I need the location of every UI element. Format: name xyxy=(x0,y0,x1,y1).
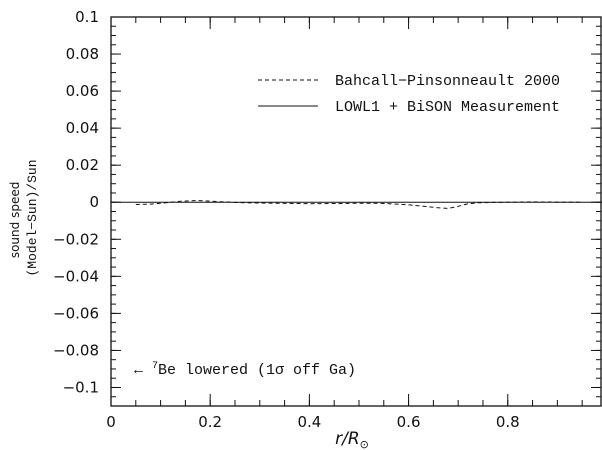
series-layer xyxy=(111,200,602,209)
x-axis-title-main: r/R xyxy=(335,429,360,449)
x-axis-title: r/R⊙ xyxy=(335,429,369,450)
axis-ticks: 0.1 0.08 0.06 0.04 0.02 0 −0.02 −0.04 −0.06 −0.08… xyxy=(53,8,601,431)
annotation-sup: 7 xyxy=(152,361,158,372)
y-tick-label: −0.04 xyxy=(53,267,99,285)
y-tick-label: −0.1 xyxy=(63,378,99,396)
y-tick-label: 0.1 xyxy=(75,8,99,26)
y-tick-label: −0.02 xyxy=(53,230,99,248)
annotation-text: Be lowered (1σ off Ga) xyxy=(158,362,356,379)
y-tick-label: −0.08 xyxy=(53,341,99,359)
y-tick-label: 0 xyxy=(89,193,99,211)
y-tick-label: 0.08 xyxy=(66,45,99,63)
legend-label-model: Bahcall−Pinsonneault 2000 xyxy=(335,73,560,90)
x-tick-label: 0.6 xyxy=(397,413,421,431)
x-tick-label: 0.2 xyxy=(198,413,222,431)
annotation-prefix: ← xyxy=(134,362,152,379)
y-axis-title-line2: (Model−Sun)/Sun xyxy=(25,159,40,276)
legend-label-measurement: LOWL1 + BiSON Measurement xyxy=(335,99,560,116)
y-tick-label: 0.02 xyxy=(66,156,99,174)
x-tick-label: 0.4 xyxy=(297,413,321,431)
x-tick-label: 0.8 xyxy=(496,413,520,431)
legend: Bahcall−Pinsonneault 2000 LOWL1 + BiSON … xyxy=(258,73,560,116)
x-tick-label: 0 xyxy=(106,413,116,431)
annotation-be-lowered: ← 7Be lowered (1σ off Ga) xyxy=(134,361,356,379)
x-axis-title-sub: ⊙ xyxy=(360,438,369,450)
y-axis-title: sound speed (Model−Sun)/Sun xyxy=(8,159,40,276)
y-tick-label: −0.06 xyxy=(53,304,99,322)
y-tick-label: 0.06 xyxy=(66,82,99,100)
y-axis-title-line1: sound speed xyxy=(8,182,22,259)
y-tick-label: 0.04 xyxy=(66,119,99,137)
